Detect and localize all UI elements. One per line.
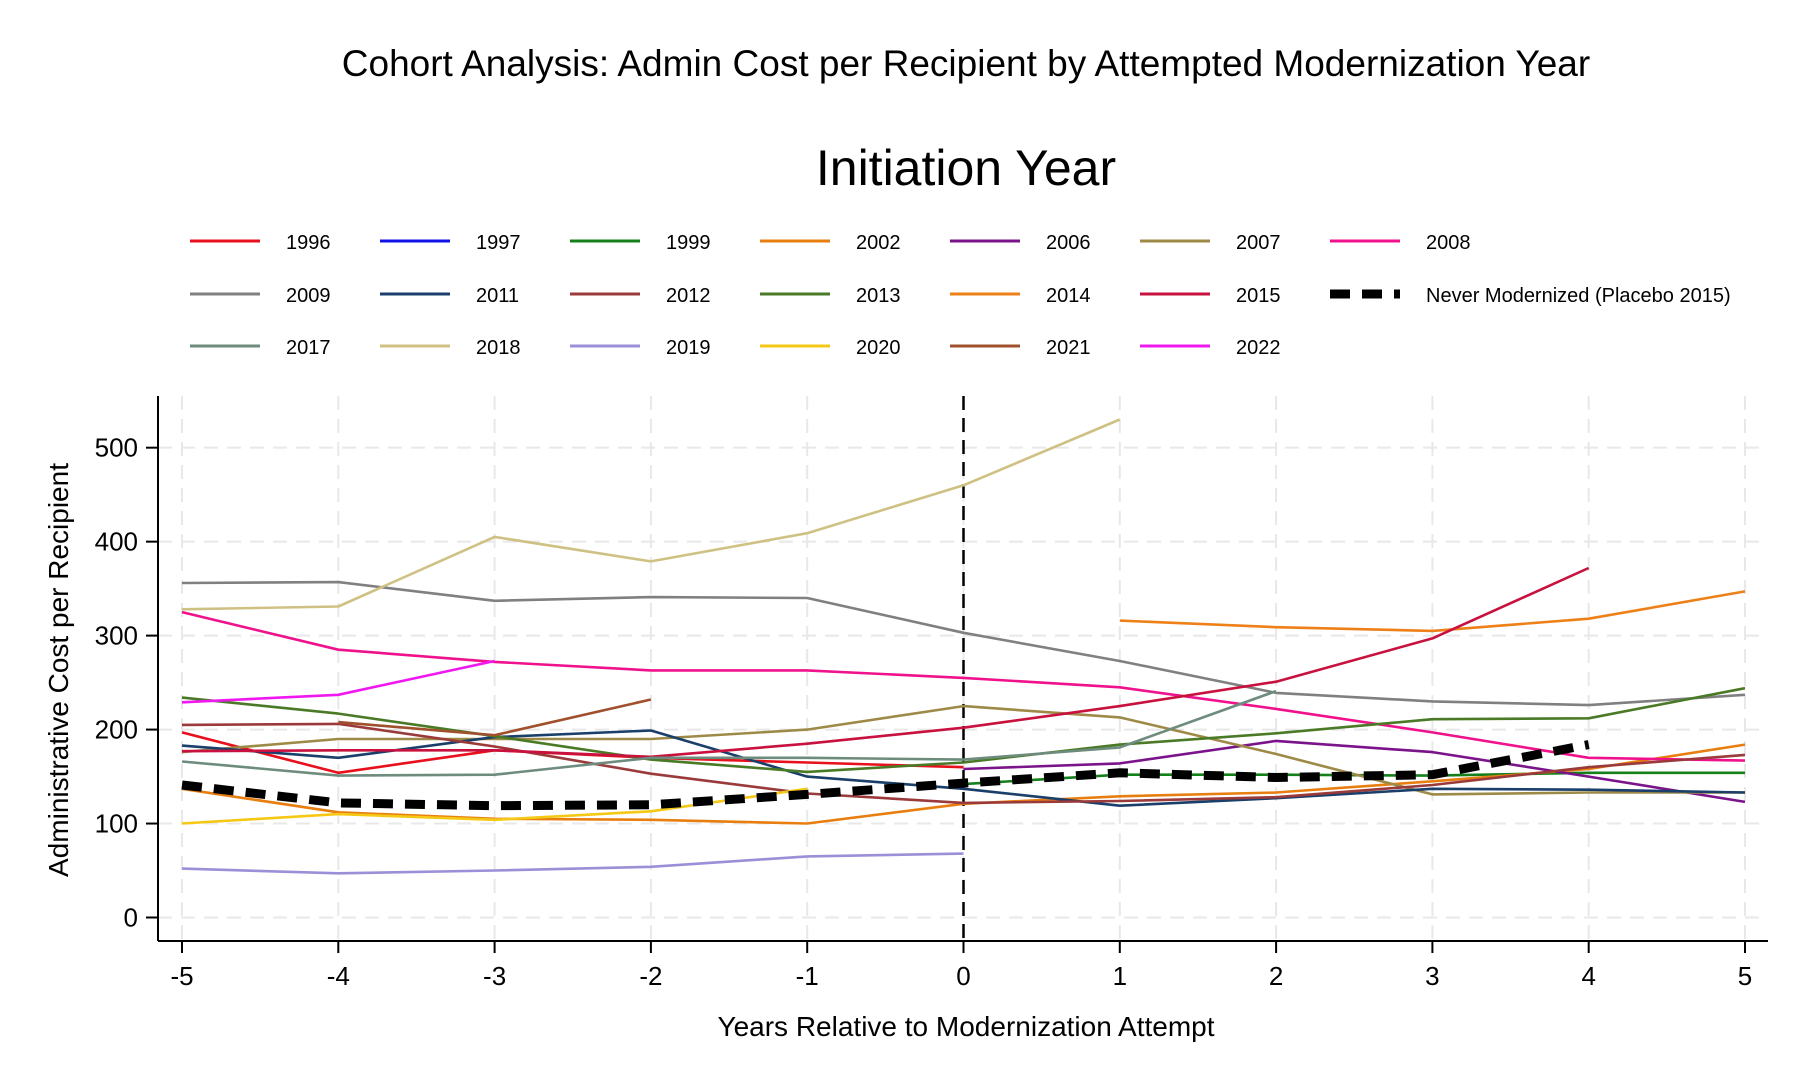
legend-item: 2011 bbox=[380, 285, 519, 307]
series-line bbox=[1119, 590, 1746, 633]
legend-label: 2018 bbox=[476, 337, 521, 359]
y-axis-label: Administrative Cost per Recipient bbox=[43, 463, 74, 877]
legend-title: Initiation Year bbox=[816, 140, 1116, 196]
x-tick-label: 3 bbox=[1425, 961, 1439, 991]
legend-label: 2017 bbox=[286, 337, 331, 359]
y-tick-label: 200 bbox=[95, 715, 138, 745]
legend-item: 2013 bbox=[760, 285, 901, 307]
legend-label: 1999 bbox=[666, 232, 711, 254]
legend-label: 2013 bbox=[856, 285, 901, 307]
legend-item: 1999 bbox=[570, 232, 711, 254]
legend-label: 2011 bbox=[476, 285, 519, 307]
chart-title: Cohort Analysis: Admin Cost per Recipien… bbox=[342, 43, 1590, 84]
x-tick-label: 4 bbox=[1581, 961, 1595, 991]
series-line bbox=[181, 689, 1277, 777]
x-tick-label: 5 bbox=[1738, 961, 1752, 991]
series-line bbox=[181, 418, 1121, 611]
legend-item: 2017 bbox=[190, 337, 331, 359]
x-tick-label: 0 bbox=[956, 961, 970, 991]
x-tick-label: 2 bbox=[1269, 961, 1283, 991]
series-line bbox=[181, 722, 1746, 805]
y-tick-label: 300 bbox=[95, 621, 138, 651]
legend-item: 2015 bbox=[1140, 285, 1281, 307]
legend-item: Never Modernized (Placebo 2015) bbox=[1330, 285, 1731, 307]
x-axis-label: Years Relative to Modernization Attempt bbox=[717, 1011, 1214, 1042]
legend-label: 2021 bbox=[1046, 337, 1091, 359]
x-tick-label: -2 bbox=[639, 961, 662, 991]
series-layer bbox=[181, 396, 1746, 941]
legend-item: 2021 bbox=[950, 337, 1091, 359]
series-line bbox=[181, 566, 1590, 759]
legend-item: 2006 bbox=[950, 232, 1091, 254]
legend-item: 2012 bbox=[570, 285, 711, 307]
series-line bbox=[963, 739, 1746, 804]
x-tick-label: -5 bbox=[170, 961, 193, 991]
legend: 1996 1997 1999 2002 2006 2007 2008 2009 2011 2012… bbox=[190, 232, 1731, 359]
legend-item: 1996 bbox=[190, 232, 331, 254]
y-tick-label: 500 bbox=[95, 433, 138, 463]
x-tick-label: -4 bbox=[327, 961, 350, 991]
legend-label: 2019 bbox=[666, 337, 711, 359]
series-line bbox=[181, 852, 964, 875]
legend-label: 2014 bbox=[1046, 285, 1091, 307]
legend-label: 2009 bbox=[286, 285, 331, 307]
legend-item: 2008 bbox=[1330, 232, 1471, 254]
y-tick-label: 100 bbox=[95, 809, 138, 839]
legend-label: 2020 bbox=[856, 337, 901, 359]
legend-label: Never Modernized (Placebo 2015) bbox=[1426, 285, 1731, 307]
legend-label: 2002 bbox=[856, 232, 901, 254]
legend-label: 2022 bbox=[1236, 337, 1281, 359]
legend-item: 2002 bbox=[760, 232, 901, 254]
series-line bbox=[181, 740, 1590, 811]
series-line bbox=[181, 610, 1746, 762]
series-line bbox=[181, 580, 1746, 707]
legend-label: 2006 bbox=[1046, 232, 1091, 254]
legend-item: 2014 bbox=[950, 285, 1091, 307]
legend-item: 2019 bbox=[570, 337, 711, 359]
legend-item: 2009 bbox=[190, 285, 331, 307]
legend-item: 1997 bbox=[380, 232, 521, 254]
legend-item: 2018 bbox=[380, 337, 521, 359]
y-tick-label: 400 bbox=[95, 527, 138, 557]
series-line bbox=[181, 659, 495, 704]
y-tick-label: 0 bbox=[124, 903, 138, 933]
axes: -5 -4 -3 -2 -1 0 1 2 3 4 5 0 100 200 300 400 500 bbox=[95, 396, 1768, 991]
legend-label: 1996 bbox=[286, 232, 331, 254]
legend-item: 2022 bbox=[1140, 337, 1281, 359]
legend-label: 1997 bbox=[476, 232, 521, 254]
legend-label: 2007 bbox=[1236, 232, 1281, 254]
legend-label: 2008 bbox=[1426, 232, 1471, 254]
legend-label: 2012 bbox=[666, 285, 711, 307]
legend-item: 2007 bbox=[1140, 232, 1281, 254]
x-tick-label: -1 bbox=[796, 961, 819, 991]
legend-item: 2020 bbox=[760, 337, 901, 359]
x-tick-label: 1 bbox=[1113, 961, 1127, 991]
series-line bbox=[181, 686, 1746, 774]
series-line bbox=[338, 698, 652, 737]
x-tick-label: -3 bbox=[483, 961, 506, 991]
series-line bbox=[181, 729, 1746, 808]
legend-label: 2015 bbox=[1236, 285, 1281, 307]
